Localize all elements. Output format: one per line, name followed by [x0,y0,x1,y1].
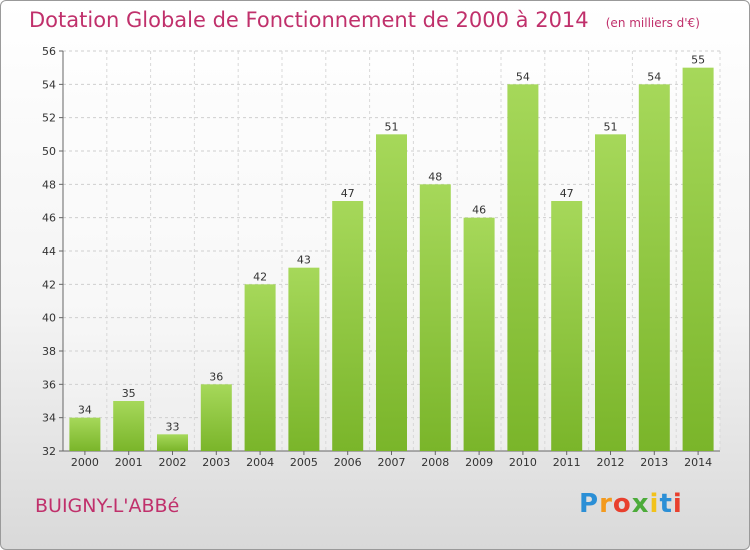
y-tick-label: 42 [42,278,56,291]
bars [69,67,714,452]
x-tick-label: 2002 [159,456,187,469]
chart-title: Dotation Globale de Fonctionnement de 20… [29,8,700,32]
value-label: 51 [385,120,399,133]
logo-letter: x [631,489,650,519]
bar-2008 [419,184,451,452]
x-tick-label: 2003 [202,456,230,469]
bar-2004 [244,284,276,451]
y-tick-label: 32 [42,445,56,458]
bar-2002 [157,434,188,451]
y-tick-label: 56 [42,45,56,58]
x-tick-label: 2007 [378,456,406,469]
bar-2007 [376,134,407,452]
bar-2013 [638,84,670,451]
value-label: 36 [209,370,223,383]
bar-2003 [200,384,232,451]
y-tick-label: 50 [42,145,56,158]
value-label: 51 [604,120,618,133]
value-label: 47 [341,187,355,200]
y-tick-label: 38 [42,345,56,358]
bar-2000 [69,417,101,451]
logo-letter: t [659,489,673,519]
x-tick-label: 2014 [684,456,712,469]
value-label: 33 [166,420,180,433]
commune-name: BUIGNY-L'ABBé [35,495,180,517]
chart-title-text: Dotation Globale de Fonctionnement de 20… [29,8,589,32]
logo-letter: P [579,489,600,519]
proxiti-logo: Proxiti [579,489,683,519]
value-label: 46 [472,204,486,217]
logo-letter: o [612,489,632,519]
value-label: 55 [691,54,705,67]
logo-letter: i [649,489,660,519]
x-tick-label: 2012 [597,456,625,469]
y-tick-label: 36 [42,378,56,391]
y-tick-label: 34 [42,412,56,425]
x-tick-label: 2013 [640,456,668,469]
bar-2010 [507,84,539,451]
y-tick-label: 40 [42,312,56,325]
x-tick-label: 2010 [509,456,537,469]
value-label: 47 [560,187,574,200]
value-label: 35 [122,387,136,400]
value-label: 34 [78,404,92,417]
x-tick-label: 2008 [421,456,449,469]
y-tick-label: 46 [42,212,56,225]
x-tick-label: 2000 [71,456,99,469]
x-tick-label: 2009 [465,456,493,469]
labels: 32 34 36 38 40 42 44 46 48 50 52 54 56 34 2000 35 2001 33… [42,45,712,469]
bar-2006 [332,201,364,451]
bar-2011 [551,201,583,451]
logo-letter: r [599,489,613,519]
value-label: 43 [297,254,311,267]
y-tick-label: 52 [42,112,56,125]
bar-2012 [595,134,626,452]
x-tick-label: 2011 [553,456,581,469]
x-tick-label: 2004 [246,456,274,469]
chart-unit: (en milliers d'€) [605,16,700,30]
x-tick-label: 2006 [334,456,362,469]
logo-letter: i [672,489,683,519]
value-label: 42 [253,270,267,283]
x-tick-label: 2001 [115,456,143,469]
y-tick-label: 48 [42,178,56,191]
bar-2014 [682,67,714,452]
bar-2001 [113,401,145,451]
x-tick-label: 2005 [290,456,318,469]
bar-2005 [288,267,320,451]
y-tick-label: 54 [42,78,56,91]
bar-2009 [463,217,495,451]
value-label: 54 [516,70,530,83]
value-label: 48 [428,170,442,183]
value-label: 54 [647,70,661,83]
y-tick-label: 44 [42,245,56,258]
